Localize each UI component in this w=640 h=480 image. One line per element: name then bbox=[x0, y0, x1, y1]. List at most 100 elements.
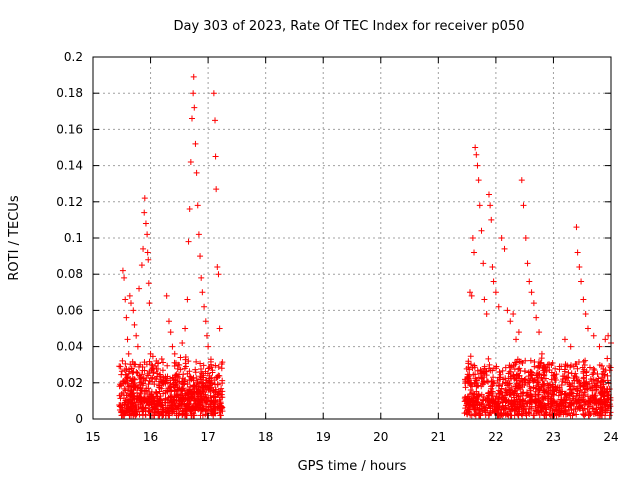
data-point bbox=[171, 362, 178, 369]
data-point bbox=[498, 406, 505, 413]
data-point bbox=[173, 371, 180, 378]
data-point bbox=[218, 385, 225, 392]
data-point bbox=[193, 169, 200, 176]
data-point bbox=[165, 318, 172, 325]
y-tick-label: 0.2 bbox=[64, 50, 83, 64]
data-point bbox=[193, 358, 200, 365]
data-point bbox=[579, 407, 586, 414]
data-point bbox=[530, 377, 537, 384]
data-point bbox=[481, 296, 488, 303]
data-point bbox=[148, 398, 155, 405]
data-point bbox=[603, 397, 610, 404]
data-point bbox=[212, 386, 219, 393]
data-point bbox=[555, 392, 562, 399]
data-point bbox=[503, 396, 510, 403]
x-axis-ticks: 15 16 17 18 19 20 21 22 23 24 bbox=[85, 57, 619, 444]
data-point bbox=[522, 235, 529, 241]
data-point bbox=[127, 361, 134, 368]
data-point bbox=[202, 318, 209, 325]
data-point bbox=[577, 382, 584, 389]
data-point bbox=[502, 386, 509, 393]
data-point bbox=[569, 386, 576, 393]
data-point bbox=[163, 292, 170, 299]
data-point bbox=[118, 382, 125, 389]
data-point bbox=[195, 404, 202, 411]
data-point bbox=[595, 397, 602, 404]
data-point bbox=[542, 375, 549, 382]
data-point bbox=[486, 361, 493, 368]
data-point bbox=[187, 408, 194, 415]
data-point bbox=[138, 394, 145, 401]
data-point bbox=[565, 374, 572, 381]
data-point bbox=[204, 370, 211, 377]
data-point bbox=[123, 365, 130, 372]
data-point bbox=[536, 387, 543, 394]
data-point bbox=[145, 372, 152, 379]
data-point bbox=[520, 202, 527, 209]
data-point bbox=[485, 402, 492, 409]
data-point bbox=[485, 389, 492, 396]
data-point bbox=[550, 391, 557, 398]
data-point bbox=[544, 361, 551, 368]
data-point bbox=[191, 403, 198, 410]
data-point bbox=[214, 392, 221, 399]
data-point bbox=[122, 296, 129, 303]
data-point bbox=[526, 394, 533, 401]
data-point bbox=[465, 375, 472, 382]
data-point bbox=[596, 412, 603, 419]
data-point bbox=[507, 389, 514, 396]
data-point bbox=[175, 361, 182, 368]
data-point bbox=[514, 398, 521, 405]
data-point bbox=[573, 411, 580, 418]
data-point bbox=[589, 394, 596, 401]
data-point bbox=[179, 339, 186, 346]
data-point bbox=[548, 376, 555, 383]
data-point bbox=[563, 394, 570, 401]
data-point bbox=[515, 329, 522, 336]
data-point bbox=[158, 402, 165, 409]
data-point bbox=[190, 73, 197, 80]
data-point bbox=[156, 397, 163, 404]
data-point bbox=[501, 394, 508, 401]
data-point bbox=[131, 376, 138, 383]
data-point bbox=[132, 408, 139, 415]
data-point bbox=[472, 144, 479, 151]
data-point bbox=[474, 402, 481, 409]
data-point bbox=[527, 357, 534, 364]
data-point bbox=[195, 231, 202, 238]
data-points bbox=[116, 73, 614, 419]
data-point bbox=[142, 411, 149, 418]
data-point bbox=[187, 383, 194, 390]
data-point bbox=[598, 378, 605, 385]
data-point bbox=[463, 409, 470, 416]
y-tick-label: 0.18 bbox=[56, 86, 83, 100]
data-point bbox=[137, 361, 144, 368]
data-point bbox=[541, 388, 548, 395]
data-point bbox=[140, 404, 147, 411]
x-tick-label: 22 bbox=[488, 430, 503, 444]
data-point bbox=[576, 378, 583, 385]
data-point bbox=[117, 395, 124, 402]
data-point bbox=[187, 400, 194, 407]
data-point bbox=[526, 405, 533, 412]
data-point bbox=[549, 399, 556, 406]
data-point bbox=[582, 311, 589, 318]
data-point bbox=[574, 387, 581, 394]
data-point bbox=[547, 381, 554, 388]
data-point bbox=[530, 300, 537, 307]
data-point bbox=[146, 358, 153, 365]
data-point bbox=[465, 364, 472, 371]
data-point bbox=[149, 378, 156, 385]
data-point bbox=[182, 356, 189, 363]
data-point bbox=[165, 399, 172, 406]
data-point bbox=[506, 380, 513, 387]
data-point bbox=[488, 216, 495, 223]
data-point bbox=[597, 404, 604, 411]
data-point bbox=[590, 405, 597, 412]
data-point bbox=[565, 406, 572, 413]
data-point bbox=[505, 403, 512, 410]
data-point bbox=[561, 397, 568, 404]
data-point bbox=[183, 412, 190, 419]
data-point bbox=[183, 387, 190, 394]
